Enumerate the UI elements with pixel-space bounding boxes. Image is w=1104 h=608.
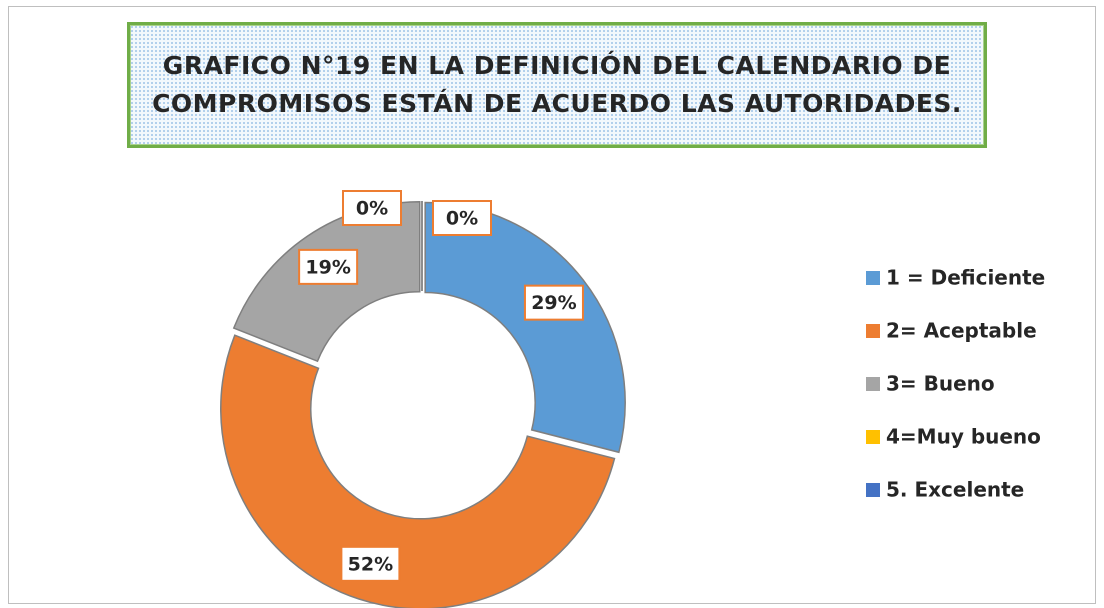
data-label: 29% xyxy=(531,292,576,314)
title-box: GRAFICO N°19 EN LA DEFINICIÓN DEL CALEND… xyxy=(127,22,987,148)
data-label: 52% xyxy=(348,553,393,575)
data-label-box xyxy=(340,545,401,582)
legend-label: 1 = Deficiente xyxy=(886,266,1045,290)
data-label-box xyxy=(342,190,402,226)
legend-swatch xyxy=(866,271,880,285)
legend-label: 5. Excelente xyxy=(886,478,1024,502)
data-label-box xyxy=(523,284,584,321)
legend-swatch xyxy=(866,483,880,497)
legend-swatch xyxy=(866,377,880,391)
data-label: 0% xyxy=(446,208,478,230)
data-label: 0% xyxy=(356,198,388,220)
donut-segment xyxy=(220,334,616,608)
legend-label: 4=Muy bueno xyxy=(886,425,1041,449)
legend-swatch xyxy=(866,430,880,444)
data-label-box xyxy=(298,248,359,285)
data-label-box xyxy=(432,200,492,236)
data-label: 19% xyxy=(305,256,350,278)
legend-label: 2= Aceptable xyxy=(886,319,1037,343)
legend-swatch xyxy=(866,324,880,338)
chart-title: GRAFICO N°19 EN LA DEFINICIÓN DEL CALEND… xyxy=(152,51,962,118)
donut-segment xyxy=(424,201,626,454)
legend-label: 3= Bueno xyxy=(886,372,995,396)
